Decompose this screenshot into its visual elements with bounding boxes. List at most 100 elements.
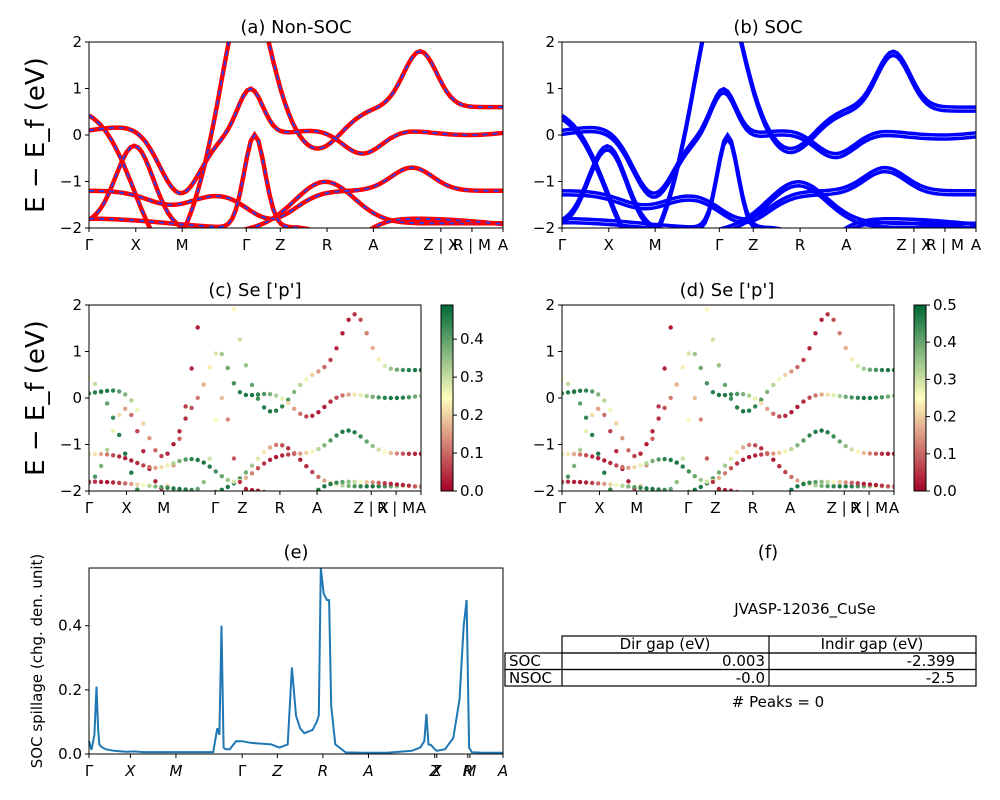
pd-colorbar-label-1: 0.1 bbox=[933, 445, 957, 463]
pc-band-4-point-98 bbox=[382, 481, 387, 486]
pc-band-4-point-108 bbox=[412, 484, 418, 489]
pc-band-4-point-36 bbox=[195, 486, 200, 491]
pa-ytick-label-4: −2 bbox=[60, 219, 82, 237]
pd-band-4-point-52 bbox=[716, 486, 722, 491]
table-header-indir-gap: Indir gap (eV) bbox=[821, 635, 924, 653]
pd-band-4-point-48 bbox=[704, 456, 710, 461]
pd-band-2-point-52 bbox=[716, 470, 722, 475]
pa-ytick-label-3: −1 bbox=[60, 173, 82, 191]
pd-band-2-point-8 bbox=[583, 428, 589, 434]
pc-band-1-point-70 bbox=[298, 411, 303, 416]
pd-band-4-point-34 bbox=[662, 487, 667, 491]
pc-band-1-point-2 bbox=[92, 390, 98, 395]
pc-band-1-point-6 bbox=[104, 388, 110, 393]
pc-band-2-point-32 bbox=[183, 493, 187, 497]
pd-band-3-point-108 bbox=[885, 451, 891, 456]
spillage-line bbox=[88, 567, 503, 754]
pd-band-4-point-106 bbox=[879, 483, 885, 488]
pd-xtick-label-1: X bbox=[594, 499, 604, 517]
pc-band-1-point-56 bbox=[255, 392, 261, 397]
panel-a-bands bbox=[89, 42, 503, 228]
pd-band-3-point-62 bbox=[746, 454, 752, 460]
pd-band-2-point-70 bbox=[771, 457, 776, 462]
pc-band-0-point-108 bbox=[412, 367, 418, 373]
pc-band-1-point-110 bbox=[418, 393, 421, 398]
pd-band-3-point-46 bbox=[698, 477, 703, 483]
pc-band-0-point-104 bbox=[400, 367, 406, 373]
pb-band-1-split bbox=[562, 90, 976, 199]
pd-ytick-label-3: −1 bbox=[533, 436, 555, 454]
pd-band-2-point-90 bbox=[831, 484, 836, 489]
pd-band-3-point-30 bbox=[650, 458, 655, 464]
pd-band-4-point-40 bbox=[680, 456, 685, 461]
panel-d-title: (d) Se ['p'] bbox=[680, 280, 775, 301]
pa-band-3-dash bbox=[89, 166, 503, 220]
pd-band-0-point-8 bbox=[583, 415, 589, 420]
pd-band-4-point-10 bbox=[590, 480, 595, 486]
pa-band-group bbox=[89, 42, 503, 228]
pc-band-3-point-4 bbox=[98, 451, 104, 457]
pe-xtick-label-6: A bbox=[362, 762, 373, 780]
pc-band-1-point-86 bbox=[346, 392, 351, 397]
pd-band-4-point-44 bbox=[692, 395, 697, 401]
pc-band-0-point-98 bbox=[382, 363, 387, 369]
pc-band-0-point-30 bbox=[177, 436, 182, 441]
pc-band-0-point-66 bbox=[286, 397, 291, 402]
pc-band-4-point-66 bbox=[286, 501, 290, 505]
pd-xtick-label-9: A bbox=[889, 499, 900, 517]
pc-band-0-point-92 bbox=[364, 331, 369, 336]
pc-band-1-point-14 bbox=[129, 398, 134, 403]
pc-band-0-point-96 bbox=[376, 357, 381, 362]
pd-band-1-point-10 bbox=[590, 389, 595, 394]
pd-band-0-point-6 bbox=[577, 401, 583, 406]
pd-band-3-point-16 bbox=[608, 460, 613, 466]
pa-ytick-label-2: 0 bbox=[72, 126, 82, 144]
pd-band-1-point-8 bbox=[583, 388, 589, 393]
pc-band-1-point-92 bbox=[364, 393, 369, 399]
pc-xtick-label-7: Z | X bbox=[354, 499, 389, 517]
pd-band-0-point-98 bbox=[855, 363, 860, 369]
panel-e-spillage: (e) 0.00.20.4Γ X M Γ Z R A ZX RM A SOC spillage (… bbox=[28, 542, 508, 780]
pb-ytick-label-2: 0 bbox=[545, 126, 555, 144]
pa-xtick-label-0: Γ bbox=[85, 236, 94, 254]
pd-band-1-point-34 bbox=[662, 405, 667, 411]
pd-band-2-point-36 bbox=[669, 493, 673, 497]
pd-band-0-point-0 bbox=[562, 376, 565, 381]
pd-band-1-point-62 bbox=[746, 393, 752, 398]
pb-xtick-label-5: R bbox=[795, 236, 805, 254]
pc-band-1-point-100 bbox=[388, 395, 393, 401]
pc-band-4-point-8 bbox=[110, 480, 116, 485]
pd-band-4-point-102 bbox=[867, 482, 873, 487]
pd-band-2-point-62 bbox=[746, 442, 752, 448]
pd-band-0-point-68 bbox=[765, 389, 770, 395]
pd-band-4-point-30 bbox=[650, 486, 655, 491]
pc-band-4-point-42 bbox=[213, 417, 218, 422]
pd-band-1-point-48 bbox=[704, 381, 710, 386]
pc-band-2-point-22 bbox=[153, 479, 158, 484]
pc-band-1-point-88 bbox=[352, 392, 357, 397]
pb-xtick-label-0: Γ bbox=[558, 236, 567, 254]
pc-band-1-point-42 bbox=[213, 351, 218, 356]
pc-colorbar-label-1: 0.1 bbox=[460, 444, 484, 462]
pc-band-0-point-76 bbox=[316, 369, 321, 374]
pc-xtick-label-3: Γ bbox=[211, 499, 220, 517]
pc-colorbar-label-0: 0.0 bbox=[460, 482, 484, 500]
pc-band-3-point-40 bbox=[207, 464, 212, 469]
pd-band-0-point-14 bbox=[602, 470, 607, 475]
pd-band-4-point-12 bbox=[596, 481, 601, 486]
pd-band-3-point-40 bbox=[680, 464, 685, 469]
pc-band-0-point-10 bbox=[117, 432, 122, 438]
pc-band-4-point-68 bbox=[292, 502, 296, 506]
pd-band-1-point-66 bbox=[759, 401, 764, 406]
pd-band-1-point-4 bbox=[571, 389, 577, 394]
pc-band-1-point-40 bbox=[207, 365, 212, 370]
pc-band-0-point-54 bbox=[249, 382, 255, 388]
pd-band-4-point-84 bbox=[813, 479, 818, 485]
pc-xtick-label-5: R bbox=[275, 499, 285, 517]
pd-band-0-point-48 bbox=[704, 307, 710, 312]
pd-band-2-point-94 bbox=[843, 484, 848, 489]
pd-band-1-point-78 bbox=[795, 404, 800, 410]
pd-band-1-point-72 bbox=[777, 414, 782, 419]
pc-band-0-point-44 bbox=[220, 254, 224, 258]
